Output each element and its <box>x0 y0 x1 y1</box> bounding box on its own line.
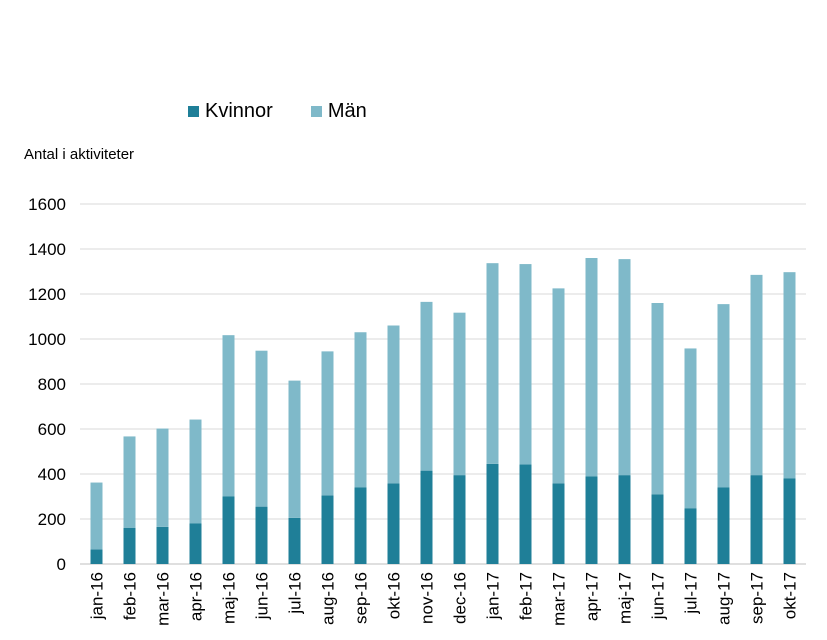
bar-kvinnor <box>552 483 565 564</box>
bar-kvinnor <box>750 475 763 564</box>
bar-man <box>255 350 268 507</box>
bar-kvinnor <box>387 483 400 564</box>
bar-man <box>519 264 532 465</box>
legend-swatch-kvinnor <box>188 105 199 117</box>
y-tick-label: 1200 <box>28 285 66 304</box>
y-tick-label: 600 <box>38 420 66 439</box>
bar-man <box>552 288 565 484</box>
x-tick-label: maj-17 <box>616 572 635 624</box>
bar-kvinnor <box>783 478 796 564</box>
y-tick-label: 200 <box>38 510 66 529</box>
bar-kvinnor <box>123 528 136 564</box>
x-tick-label: sep-16 <box>352 572 371 624</box>
x-tick-label: maj-16 <box>220 572 239 624</box>
x-tick-label: mar-16 <box>154 572 173 626</box>
bar-man <box>585 258 598 477</box>
bar-man <box>123 436 136 528</box>
bar-man <box>750 274 763 476</box>
bar-man <box>90 482 103 550</box>
x-tick-label: dec-16 <box>451 572 470 624</box>
x-tick-label: okt-16 <box>385 572 404 619</box>
y-tick-label: 1400 <box>28 240 66 259</box>
legend-swatch-man <box>310 105 322 117</box>
x-tick-label: okt-17 <box>781 572 800 619</box>
legend-label-man: Män <box>327 99 367 122</box>
bar-kvinnor <box>420 470 433 564</box>
bar-man <box>618 259 631 476</box>
bar-kvinnor <box>585 476 598 564</box>
bar-man <box>453 312 466 476</box>
bar-man <box>321 351 334 496</box>
bar-kvinnor <box>717 487 730 564</box>
bar-man <box>189 419 202 524</box>
y-tick-label: 0 <box>57 555 66 574</box>
y-tick-label: 800 <box>38 375 66 394</box>
x-tick-label: jan-16 <box>88 572 107 620</box>
bar-kvinnor <box>684 508 697 564</box>
x-tick-label: jan-17 <box>484 572 503 620</box>
bar-kvinnor <box>255 506 268 564</box>
x-tick-label: mar-17 <box>550 572 569 626</box>
y-axis-title: Antal i aktiviteter <box>24 146 135 163</box>
bar-man <box>354 332 367 488</box>
legend-item-man: Män <box>310 99 367 123</box>
bar-man <box>783 272 796 479</box>
bar-kvinnor <box>354 487 367 564</box>
bar-kvinnor <box>453 475 466 564</box>
x-tick-label: jul-16 <box>286 572 305 615</box>
bar-man <box>288 380 301 518</box>
x-tick-label: jun-17 <box>649 572 668 620</box>
x-tick-label: apr-16 <box>187 572 206 621</box>
x-tick-label: jul-17 <box>682 572 701 615</box>
x-tick-label: aug-16 <box>319 572 338 625</box>
y-tick-label: 400 <box>38 465 66 484</box>
bar-man <box>222 335 235 497</box>
bar-kvinnor <box>90 549 103 564</box>
bar-kvinnor <box>156 526 169 564</box>
bar-man <box>387 325 400 484</box>
x-tick-label: sep-17 <box>748 572 767 624</box>
x-tick-label: apr-17 <box>583 572 602 621</box>
chart-legend: Kvinnor Män <box>188 98 405 124</box>
legend-item-kvinnor: Kvinnor <box>188 100 273 123</box>
x-tick-label: feb-16 <box>121 572 140 620</box>
legend-label-kvinnor: Kvinnor <box>205 99 273 122</box>
bar-kvinnor <box>618 475 631 564</box>
bar-kvinnor <box>321 495 334 564</box>
bar-man <box>156 428 169 527</box>
x-tick-label: jun-16 <box>253 572 272 620</box>
bar-kvinnor <box>189 523 202 564</box>
bar-man <box>684 348 697 509</box>
y-tick-label: 1600 <box>28 195 66 214</box>
bar-kvinnor <box>288 517 301 564</box>
bar-man <box>717 304 730 488</box>
x-tick-label: aug-17 <box>715 572 734 625</box>
bar-man <box>651 303 664 495</box>
bar-kvinnor <box>222 496 235 564</box>
x-tick-label: feb-17 <box>517 572 536 620</box>
bar-kvinnor <box>486 463 499 564</box>
x-tick-label: nov-16 <box>418 572 437 624</box>
bar-man <box>486 263 499 464</box>
bar-man <box>420 301 433 471</box>
y-tick-label: 1000 <box>28 330 66 349</box>
bar-kvinnor <box>519 464 532 564</box>
bar-kvinnor <box>651 494 664 564</box>
